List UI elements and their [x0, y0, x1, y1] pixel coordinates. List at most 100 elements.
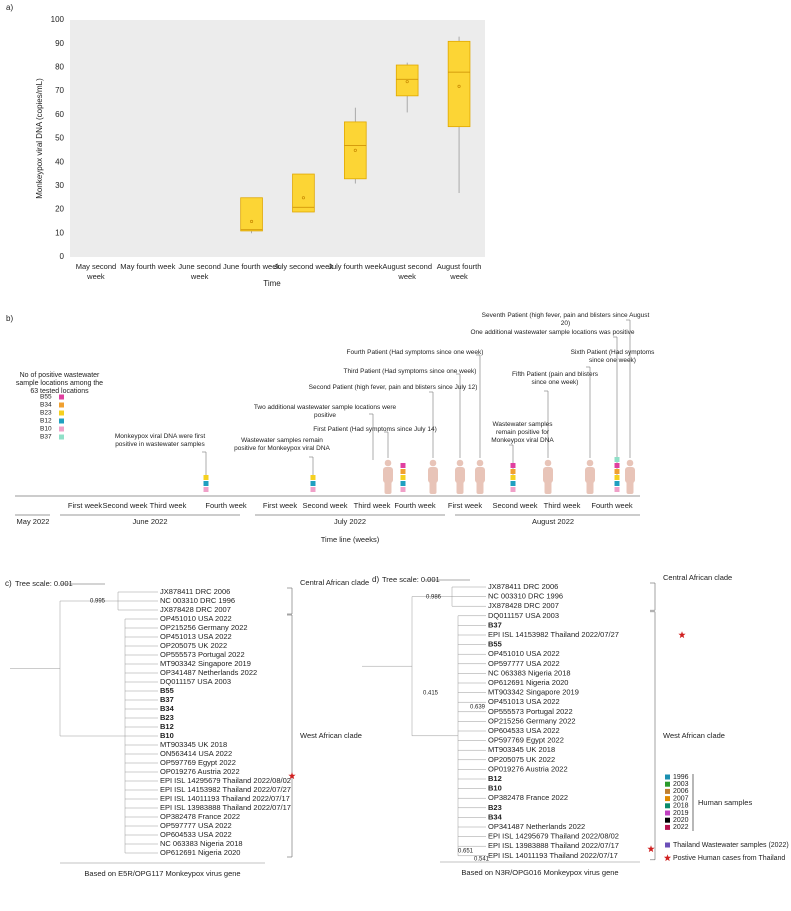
x-tick-label: August second week: [382, 262, 432, 281]
sample-square: [614, 481, 620, 486]
mean: [250, 219, 254, 224]
taxon-label: DQ011157 USA 2003: [488, 611, 559, 620]
taxon-label: OP612691 Nigeria 2020: [488, 678, 568, 687]
event-label: One additional wastewater sample locatio…: [470, 329, 635, 336]
box: [292, 173, 315, 213]
box: [240, 197, 263, 232]
box: [447, 40, 471, 128]
taxon-label: B23: [160, 713, 174, 722]
event-label: Two additional wastewater sample locatio…: [253, 404, 397, 419]
legend-swatch: [665, 774, 670, 780]
sample-square: [614, 475, 620, 480]
taxon-label: OP019276 Austria 2022: [160, 767, 240, 776]
tree-scale: Tree scale: 0.001: [382, 575, 440, 584]
week-label: First week: [263, 501, 297, 510]
x-tick-label: August fourth week: [436, 262, 482, 281]
legend-swatch: [59, 426, 64, 432]
y-tick-label: 70: [55, 86, 64, 95]
legend-swatch: [665, 803, 670, 809]
event-label: Second Patient (high fever, pain and bli…: [308, 384, 478, 391]
panel-label: c): [5, 579, 12, 588]
patient-legs: [429, 481, 437, 494]
event-label: Wastewater samples remain positive for M…: [491, 421, 554, 444]
taxon-label: EPI ISL 14153982 Thailand 2022/07/27: [488, 630, 619, 639]
taxon-label: MT903342 Singapore 2019: [488, 688, 579, 697]
clade-label: West African clade: [300, 731, 362, 740]
legend-label: 2003: [673, 781, 689, 788]
taxon-label: B37: [160, 695, 174, 704]
taxon-label: OP205075 UK 2022: [488, 755, 555, 764]
star-icon: [288, 772, 296, 780]
bootstrap-value: 0.415: [423, 691, 439, 697]
month-label: June 2022: [132, 517, 167, 526]
event-label: Sixth Patient (Had symptoms since one we…: [570, 349, 655, 364]
y-tick-label: 10: [55, 228, 64, 237]
taxon-label: OP451013 USA 2022: [160, 632, 232, 641]
y-tick-label: 80: [55, 63, 64, 72]
legend-swatch: [59, 402, 64, 408]
star-icon: [663, 854, 672, 862]
mean: [405, 80, 409, 84]
event-label: Monkeypox viral DNA were first positive …: [114, 433, 206, 448]
sample-square: [614, 469, 620, 474]
taxon-label: B12: [160, 722, 174, 731]
box: [344, 121, 367, 180]
month-label: August 2022: [532, 517, 574, 526]
y-tick-label: 20: [55, 205, 64, 214]
taxon-label: NC 063383 Nigeria 2018: [488, 668, 571, 677]
taxon-label: B12: [488, 774, 502, 783]
tree-footer: Based on N3R/OPG016 Monkeypox virus gene: [461, 868, 618, 877]
mean: [353, 148, 357, 152]
x-tick-label: June second week: [178, 262, 221, 281]
event-label: First Patient (Had symptoms since July 1…: [313, 426, 437, 433]
x-tick-label: July fourth week: [328, 262, 383, 271]
sample-square: [400, 463, 406, 468]
week-label: Fourth week: [205, 501, 247, 510]
bootstrap-value: 0.541: [474, 857, 490, 863]
y-tick-label: 0: [60, 252, 65, 261]
event-label: Third Patient (Had symptoms since one we…: [343, 368, 477, 375]
sample-square: [400, 481, 406, 486]
legend-label: B12: [40, 418, 52, 425]
legend-label: 2019: [673, 810, 689, 817]
legend-label: 2018: [673, 803, 689, 810]
event-label: Fourth Patient (Had symptoms since one w…: [346, 349, 484, 356]
week-label: First week: [448, 501, 482, 510]
x-tick-label: June fourth week: [223, 262, 281, 271]
legend-label: B34: [40, 402, 52, 409]
taxon-label: MT903345 UK 2018: [160, 740, 227, 749]
legend-swatch: [665, 817, 670, 823]
week-label: Second week: [492, 501, 537, 510]
tree-footer: Based on E5R/OPG117 Monkeypox virus gene: [84, 869, 240, 878]
legend-label: 1996: [673, 774, 689, 781]
month-label: July 2022: [334, 517, 366, 526]
legend-label: Thailand Wastewater samples (2022): [673, 842, 789, 849]
taxon-label: OP451010 USA 2022: [488, 649, 560, 658]
taxon-label: JX878411 DRC 2006: [160, 587, 230, 596]
legend-label: 2006: [673, 788, 689, 795]
taxon-label: ON563414 USA 2022: [160, 749, 232, 758]
x-tick-label: July second week: [273, 262, 334, 271]
patient-legs: [456, 481, 464, 494]
patient-legs: [476, 481, 484, 494]
sample-square: [400, 487, 406, 492]
legend-label: 2007: [673, 795, 689, 802]
taxon-label: OP597777 USA 2022: [488, 659, 560, 668]
sample-square: [310, 487, 316, 492]
x-tick-label: May second week: [75, 262, 117, 281]
legend-swatch: [59, 434, 64, 440]
taxon-label: OP341487 Netherlands 2022: [488, 822, 585, 831]
taxon-label: EPI ISL 13983888 Thailand 2022/07/17: [488, 841, 619, 850]
patient-body: [383, 467, 393, 483]
taxon-label: EPI ISL 14295679 Thailand 2022/08/02: [160, 776, 291, 785]
legend-title: No of positive wastewater sample locatio…: [15, 372, 104, 395]
timeline-axis-title: Time line (weeks): [321, 535, 380, 544]
sample-square: [510, 469, 516, 474]
mean: [301, 196, 305, 200]
patient-head: [456, 459, 464, 467]
sample-square: [614, 487, 620, 492]
taxon-label: OP597769 Egypt 2022: [160, 758, 236, 767]
legend-label: B37: [40, 434, 52, 441]
taxon-label: DQ011157 USA 2003: [160, 677, 231, 686]
sample-square: [614, 457, 620, 462]
